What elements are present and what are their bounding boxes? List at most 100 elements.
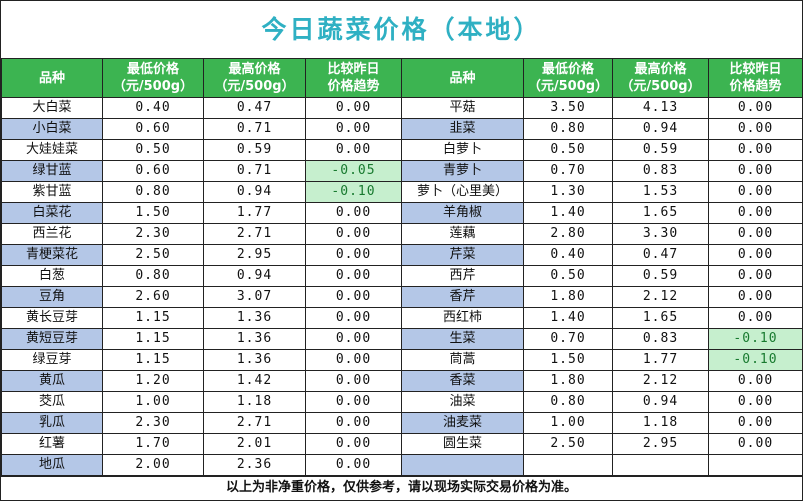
right-high-cell: 1.77: [612, 349, 709, 371]
left-trend-cell: -0.05: [305, 160, 402, 182]
header-name-left: 品种: [1, 59, 103, 98]
right-name-cell: 青萝卜: [401, 160, 524, 182]
left-name-cell: 乳瓜: [1, 412, 103, 434]
right-low-cell: 1.40: [523, 202, 613, 224]
left-high-cell: 0.94: [203, 181, 306, 203]
left-low-cell: 0.40: [102, 97, 204, 119]
table-row: 白菜花 1.50 1.77 0.00 羊角椒 1.40 1.65 0.00: [1, 202, 803, 224]
left-high-cell: 2.95: [203, 244, 306, 266]
right-name-cell: 平菇: [401, 97, 524, 119]
left-name-cell: 绿甘蓝: [1, 160, 103, 182]
right-high-cell: 2.12: [612, 286, 709, 308]
left-low-cell: 2.50: [102, 244, 204, 266]
right-name-cell: 油麦菜: [401, 412, 524, 434]
left-name-cell: 小白菜: [1, 118, 103, 140]
left-high-cell: 2.36: [203, 454, 306, 476]
left-low-cell: 0.50: [102, 139, 204, 161]
table-row: 紫甘蓝 0.80 0.94 -0.10 萝卜（心里美） 1.30 1.53 0.00: [1, 181, 803, 203]
left-low-cell: 2.60: [102, 286, 204, 308]
left-low-cell: 0.60: [102, 160, 204, 182]
right-high-cell: 0.83: [612, 328, 709, 350]
left-high-cell: 0.71: [203, 160, 306, 182]
right-low-cell: 0.80: [523, 118, 613, 140]
table-row: 豆角 2.60 3.07 0.00 香芹 1.80 2.12 0.00: [1, 286, 803, 308]
right-high-cell: 2.12: [612, 370, 709, 392]
right-low-cell: 1.80: [523, 370, 613, 392]
right-name-cell: [401, 454, 524, 476]
table-row: 黄长豆芽 1.15 1.36 0.00 西红柿 1.40 1.65 0.00: [1, 307, 803, 329]
left-trend-cell: 0.00: [305, 286, 402, 308]
right-low-cell: 1.00: [523, 412, 613, 434]
right-name-cell: 西芹: [401, 265, 524, 287]
right-high-cell: 1.53: [612, 181, 709, 203]
left-high-cell: 0.71: [203, 118, 306, 140]
left-high-cell: 2.71: [203, 223, 306, 245]
left-name-cell: 大娃娃菜: [1, 139, 103, 161]
header-low-left: 最低价格 （元/500g）: [102, 59, 204, 98]
right-high-cell: [612, 454, 709, 476]
left-trend-cell: 0.00: [305, 454, 402, 476]
left-low-cell: 1.70: [102, 433, 204, 455]
right-low-cell: [523, 454, 613, 476]
right-trend-cell: 0.00: [708, 97, 803, 119]
left-trend-cell: 0.00: [305, 97, 402, 119]
left-low-cell: 2.00: [102, 454, 204, 476]
right-high-cell: 1.18: [612, 412, 709, 434]
left-low-cell: 1.50: [102, 202, 204, 224]
right-low-cell: 2.50: [523, 433, 613, 455]
right-trend-cell: 0.00: [708, 181, 803, 203]
right-trend-cell: -0.10: [708, 328, 803, 350]
header-high-right: 最高价格 （元/500g）: [612, 59, 709, 98]
table-row: 白葱 0.80 0.94 0.00 西芹 0.50 0.59 0.00: [1, 265, 803, 287]
right-name-cell: 茼蒿: [401, 349, 524, 371]
left-high-cell: 1.36: [203, 328, 306, 350]
right-trend-cell: 0.00: [708, 118, 803, 140]
right-trend-cell: -0.10: [708, 349, 803, 371]
right-name-cell: 韭菜: [401, 118, 524, 140]
right-name-cell: 芹菜: [401, 244, 524, 266]
right-trend-cell: 0.00: [708, 160, 803, 182]
table-row: 茭瓜 1.00 1.18 0.00 油菜 0.80 0.94 0.00: [1, 391, 803, 413]
left-trend-cell: 0.00: [305, 328, 402, 350]
right-high-cell: 1.65: [612, 307, 709, 329]
table-row: 地瓜 2.00 2.36 0.00: [1, 454, 803, 476]
left-name-cell: 地瓜: [1, 454, 103, 476]
right-low-cell: 0.40: [523, 244, 613, 266]
disclaimer-footer: 以上为非净重价格，仅供参考，请以现场实际交易价格为准。: [1, 476, 802, 498]
right-trend-cell: [708, 454, 803, 476]
table-row: 绿甘蓝 0.60 0.71 -0.05 青萝卜 0.70 0.83 0.00: [1, 160, 803, 182]
table-row: 黄短豆芽 1.15 1.36 0.00 生菜 0.70 0.83 -0.10: [1, 328, 803, 350]
table-row: 大白菜 0.40 0.47 0.00 平菇 3.50 4.13 0.00: [1, 97, 803, 119]
table-row: 乳瓜 2.30 2.71 0.00 油麦菜 1.00 1.18 0.00: [1, 412, 803, 434]
right-name-cell: 油菜: [401, 391, 524, 413]
right-high-cell: 0.47: [612, 244, 709, 266]
right-trend-cell: 0.00: [708, 433, 803, 455]
left-trend-cell: 0.00: [305, 223, 402, 245]
price-table: 品种 最低价格 （元/500g） 最高价格 （元/500g） 比较昨日 价格趋势…: [1, 59, 803, 476]
right-low-cell: 0.80: [523, 391, 613, 413]
left-trend-cell: 0.00: [305, 433, 402, 455]
left-low-cell: 1.15: [102, 307, 204, 329]
table-row: 青梗菜花 2.50 2.95 0.00 芹菜 0.40 0.47 0.00: [1, 244, 803, 266]
right-name-cell: 西红柿: [401, 307, 524, 329]
right-high-cell: 0.94: [612, 118, 709, 140]
table-row: 大娃娃菜 0.50 0.59 0.00 白萝卜 0.50 0.59 0.00: [1, 139, 803, 161]
header-high-left: 最高价格 （元/500g）: [203, 59, 306, 98]
left-low-cell: 1.15: [102, 328, 204, 350]
left-trend-cell: 0.00: [305, 307, 402, 329]
right-low-cell: 1.40: [523, 307, 613, 329]
page-title: 今日蔬菜价格（本地）: [1, 1, 802, 59]
left-name-cell: 青梗菜花: [1, 244, 103, 266]
right-high-cell: 4.13: [612, 97, 709, 119]
right-trend-cell: 0.00: [708, 202, 803, 224]
header-row: 品种 最低价格 （元/500g） 最高价格 （元/500g） 比较昨日 价格趋势…: [1, 59, 803, 98]
left-name-cell: 黄长豆芽: [1, 307, 103, 329]
table-row: 绿豆芽 1.15 1.36 0.00 茼蒿 1.50 1.77 -0.10: [1, 349, 803, 371]
right-trend-cell: 0.00: [708, 286, 803, 308]
right-high-cell: 2.95: [612, 433, 709, 455]
right-trend-cell: 0.00: [708, 370, 803, 392]
right-high-cell: 0.59: [612, 265, 709, 287]
right-low-cell: 1.80: [523, 286, 613, 308]
left-name-cell: 茭瓜: [1, 391, 103, 413]
